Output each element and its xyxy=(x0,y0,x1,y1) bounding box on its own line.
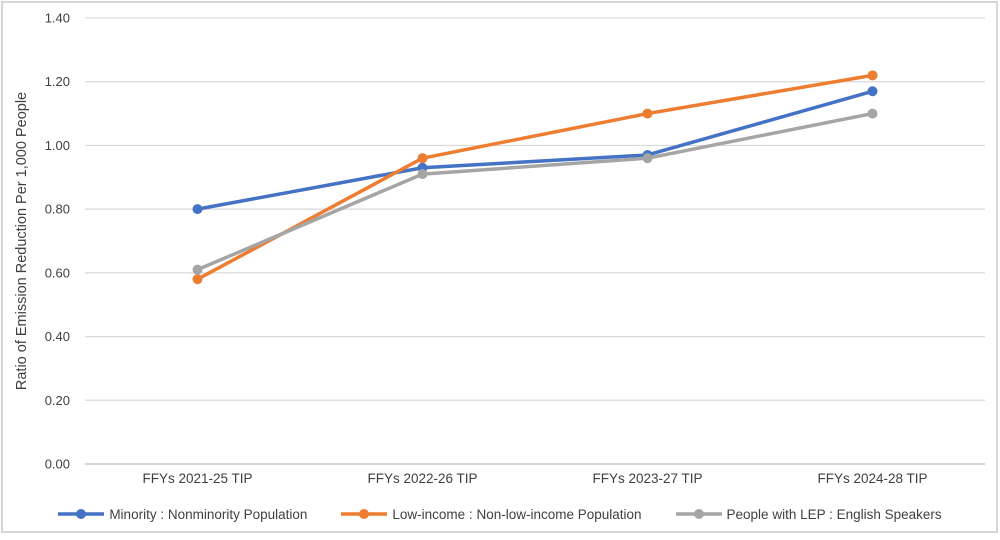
y-tick-label: 1.00 xyxy=(45,138,70,153)
y-tick-label: 0.80 xyxy=(45,202,70,217)
x-axis-category-labels: FFYs 2021-25 TIP FFYs 2022-26 TIP FFYs 202… xyxy=(142,471,927,486)
series-group xyxy=(192,70,878,285)
data-point-marker xyxy=(417,169,428,180)
series-line xyxy=(195,73,875,281)
data-point-marker xyxy=(867,108,878,119)
data-point-marker xyxy=(417,153,428,164)
x-category-label: FFYs 2024-28 TIP xyxy=(817,471,927,486)
data-point-marker xyxy=(642,153,653,164)
legend-item: Low-income : Non-low-income Population xyxy=(341,506,642,522)
legend-label: Low-income : Non-low-income Population xyxy=(392,506,642,522)
data-point-marker xyxy=(642,108,653,119)
legend-item: Minority : Nonminority Population xyxy=(58,507,307,522)
y-axis-tick-labels: 0.00 0.20 0.40 0.60 0.80 1.00 1.20 1.40 xyxy=(45,11,70,472)
legend-item: People with LEP : English Speakers xyxy=(675,506,942,522)
legend-dot xyxy=(359,509,370,519)
legend-line-marker-icon xyxy=(675,509,722,519)
data-point-marker xyxy=(192,274,203,285)
gridlines-group xyxy=(85,17,985,465)
data-point-marker xyxy=(867,86,878,97)
legend-dot xyxy=(693,509,704,519)
legend-label: Minority : Nonminority Population xyxy=(109,506,308,522)
x-category-label: FFYs 2023-27 TIP xyxy=(592,471,702,486)
y-tick-label: 0.20 xyxy=(45,393,70,408)
y-tick-label: 0.60 xyxy=(45,265,70,280)
data-point-marker xyxy=(192,264,203,275)
legend-label: People with LEP : English Speakers xyxy=(726,506,942,522)
y-tick-label: 0.00 xyxy=(45,457,70,472)
legend-line-marker-icon xyxy=(58,509,105,519)
series-line xyxy=(195,89,875,211)
x-category-label: FFYs 2022-26 TIP xyxy=(367,471,477,486)
chart-legend: Minority : Nonminority Population Low-inc… xyxy=(0,503,1000,525)
data-point-marker xyxy=(867,70,878,81)
legend-dot xyxy=(76,509,87,519)
data-point-marker xyxy=(192,204,203,215)
legend-line-marker-icon xyxy=(341,509,388,519)
series-line xyxy=(195,111,875,272)
y-axis-title: Ratio of Emission Reduction Per 1,000 Pe… xyxy=(14,92,30,390)
y-tick-label: 0.40 xyxy=(45,329,70,344)
x-category-label: FFYs 2021-25 TIP xyxy=(142,471,252,486)
y-tick-label: 1.40 xyxy=(45,11,70,26)
y-tick-label: 1.20 xyxy=(45,74,70,89)
